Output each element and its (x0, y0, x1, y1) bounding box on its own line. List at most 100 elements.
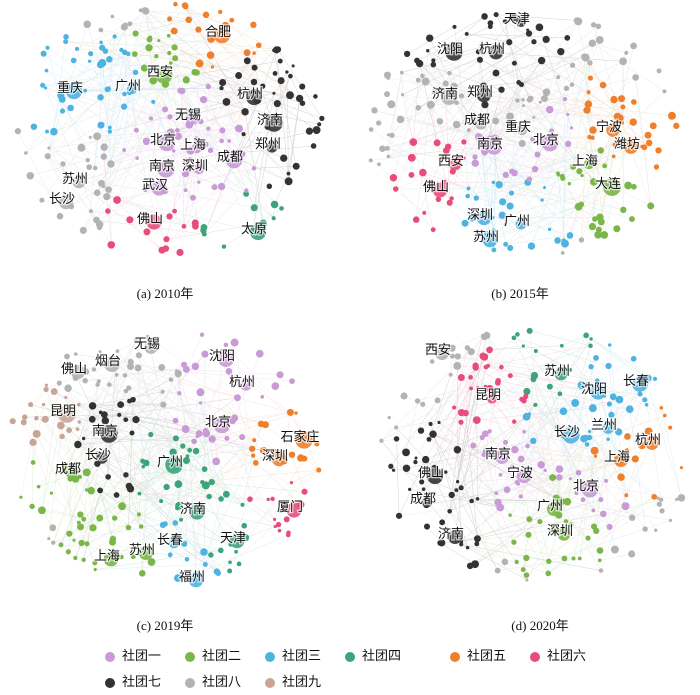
edge (521, 26, 599, 85)
edge (381, 336, 485, 441)
node (79, 226, 87, 234)
edge (62, 436, 144, 467)
node (526, 327, 533, 334)
edge (594, 450, 646, 530)
node (151, 99, 156, 104)
node (435, 196, 442, 202)
edge (108, 11, 221, 89)
edge (461, 513, 604, 542)
city-label: 沈阳 (581, 381, 607, 396)
edge (395, 104, 432, 190)
edge (215, 351, 223, 462)
edge (129, 19, 189, 25)
edge (495, 21, 579, 74)
edge (460, 487, 498, 571)
node (459, 542, 464, 547)
node (545, 105, 554, 114)
edge (85, 366, 196, 381)
node (64, 353, 70, 360)
edge (104, 146, 146, 191)
node (291, 64, 295, 68)
node (629, 118, 637, 126)
node (525, 30, 533, 37)
edge (185, 429, 188, 560)
node (172, 435, 179, 442)
node (597, 218, 605, 226)
edge (560, 51, 603, 183)
city-label: 长沙 (49, 191, 75, 206)
city-label: 杭州 (635, 432, 661, 447)
city-node (265, 114, 283, 132)
edge (164, 456, 188, 524)
edge (173, 150, 175, 212)
node (624, 50, 629, 55)
node (588, 39, 597, 48)
node (492, 69, 500, 77)
node (502, 19, 508, 24)
edge (204, 190, 247, 235)
node (159, 499, 164, 504)
edge (539, 27, 622, 99)
node (483, 384, 487, 388)
node (595, 378, 600, 383)
node (87, 59, 92, 63)
node (301, 488, 308, 495)
node (555, 424, 559, 429)
node (105, 186, 112, 193)
node (28, 401, 34, 408)
node (88, 415, 96, 423)
node (107, 382, 112, 387)
edge (158, 40, 230, 142)
node (38, 506, 46, 515)
edge (86, 485, 206, 545)
edge (53, 36, 67, 132)
node (434, 397, 441, 404)
node (81, 557, 86, 563)
node (174, 132, 182, 140)
node (599, 81, 607, 89)
node (621, 502, 630, 511)
node (202, 561, 208, 567)
node (64, 395, 68, 399)
node (206, 51, 215, 59)
node (485, 384, 494, 393)
city-label: 福州 (179, 569, 205, 584)
edge (569, 335, 587, 370)
node (136, 512, 141, 517)
edge (489, 388, 630, 410)
node (662, 89, 667, 94)
node (537, 56, 546, 65)
edge (128, 486, 142, 527)
node (47, 536, 51, 541)
node (89, 403, 95, 408)
node (120, 103, 128, 110)
node (230, 338, 239, 347)
edge (418, 60, 542, 109)
city-label: 南京 (485, 446, 511, 461)
node (114, 373, 119, 377)
edge (516, 369, 571, 483)
edge (205, 498, 222, 565)
node (211, 184, 218, 191)
edge (464, 100, 518, 224)
edge (513, 337, 609, 367)
node (466, 128, 471, 133)
edge (173, 94, 291, 152)
edge (511, 134, 649, 172)
edge (420, 430, 497, 494)
city-label: 广州 (157, 454, 183, 469)
edge (437, 142, 483, 145)
node (58, 542, 64, 548)
edge (411, 174, 469, 189)
edge (31, 442, 34, 507)
edge (564, 98, 589, 105)
panel-caption: (a) 2010年 (137, 286, 194, 301)
node (534, 151, 541, 158)
edge (288, 98, 300, 182)
edge (79, 364, 185, 423)
node (599, 510, 607, 518)
node (182, 456, 190, 465)
edge (194, 72, 206, 145)
edge (125, 474, 205, 553)
